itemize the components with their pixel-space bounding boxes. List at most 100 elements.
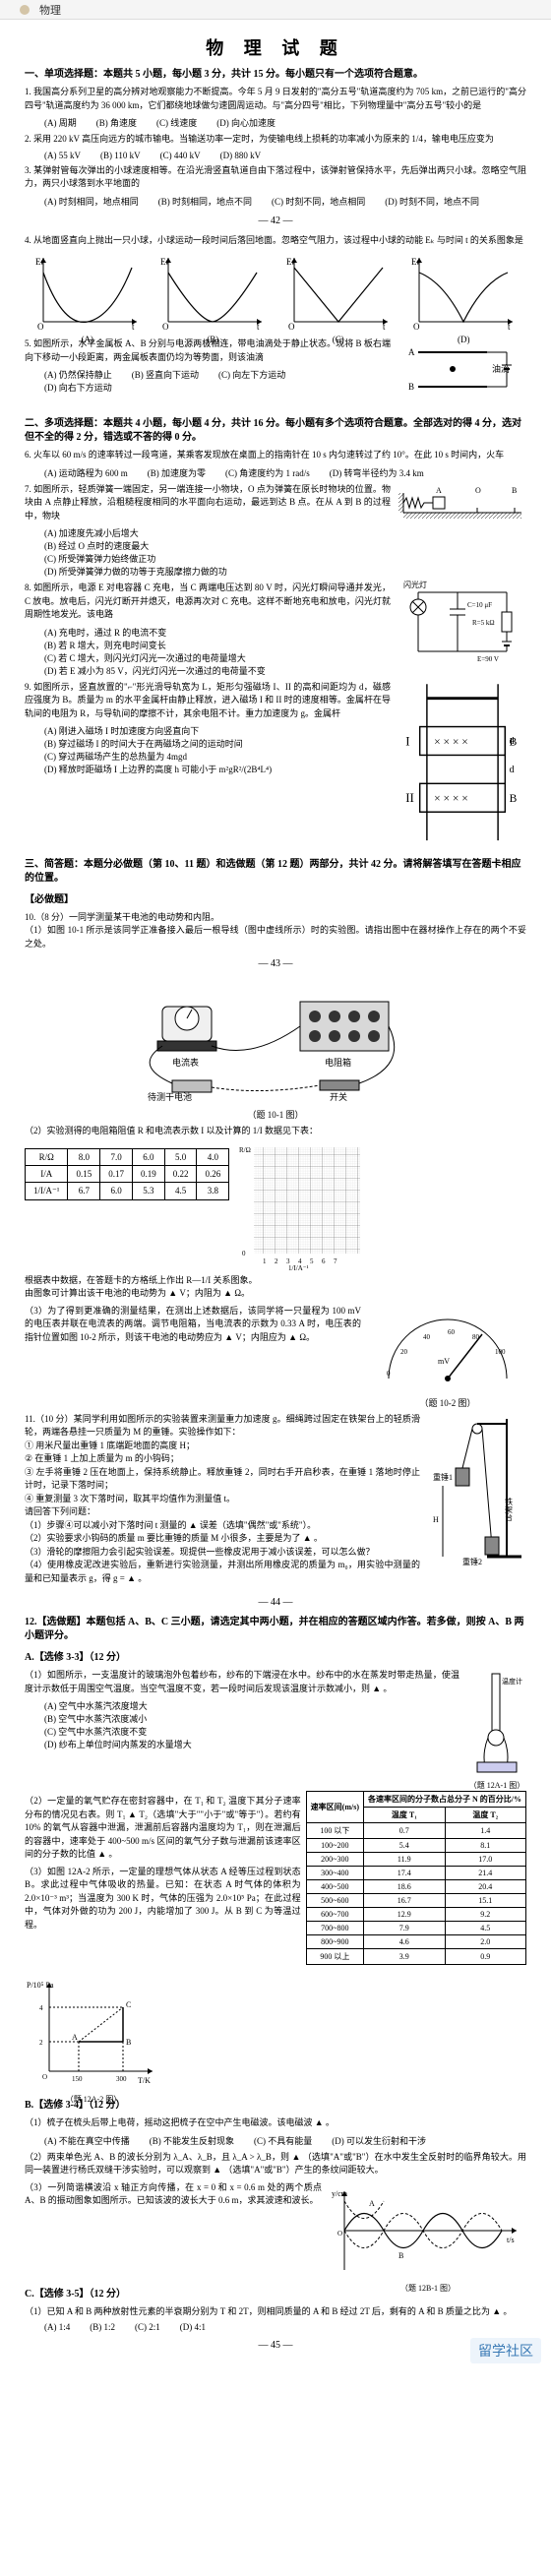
q4-graph-c: EₖtO (C) — [284, 253, 393, 332]
svg-text:100: 100 — [495, 1348, 506, 1356]
svg-text:I: I — [405, 733, 409, 748]
svg-text:R/Ω: R/Ω — [239, 1146, 251, 1154]
q10-meter-fig: 020406080100 mV （题 10-2 图） — [369, 1305, 526, 1409]
q5-opt-d: (D) 向右下方运动 — [44, 381, 112, 394]
q7-opt-b: (B) 经过 O 点时的速度最大 — [44, 539, 526, 552]
svg-text:300: 300 — [116, 2075, 127, 2083]
q12b-p2: （2）两束单色光 A、B 的波长分别为 λ_A、λ_B，且 λ_A > λ_B，… — [25, 2151, 526, 2177]
q4-graphs: EₖtO (A) EₖtO (B) EₖtO (C) EₖtO (D) — [25, 253, 526, 332]
svg-text:0: 0 — [242, 1250, 246, 1257]
q4-graph-a: EₖtO (A) — [33, 253, 142, 332]
q10-grid-paper: 0 1234567 1/I/A⁻¹ R/Ω — [239, 1142, 367, 1270]
q12a-speed-table: 速率区间(m/s)各速率区间的分子数占总分子 N 的百分比/% 温度 T₁温度 … — [306, 1791, 526, 1965]
q1-opt-c: (C) 线速度 — [156, 116, 197, 129]
svg-text:y/cm: y/cm — [332, 2189, 348, 2198]
q12b-header: B.【选修 3-4】（12 分） — [25, 2099, 526, 2113]
q10-figure: 电流表 电阻箱 待测干电池 开关 （题 10-1 图） — [25, 977, 526, 1121]
q10-part2b: 根据表中数据，在答题卡的方格纸上作出 R—1/I 关系图象。 由图象可计算出该干… — [25, 1274, 526, 1301]
svg-text:Eₖ: Eₖ — [35, 257, 44, 267]
q12a-opt-b: (B) 空气中水蒸汽浓度减小 — [44, 1712, 526, 1725]
q5-figure: A B 油滴 — [398, 337, 526, 409]
q7-opt-a: (A) 加速度先减小后增大 — [44, 526, 526, 539]
svg-text:T/K: T/K — [138, 2076, 151, 2085]
watermark: 留学社区 — [470, 2338, 541, 2363]
header-dot — [20, 5, 30, 15]
q3-opt-a: (A) 时刻相同，地点相同 — [44, 195, 139, 208]
svg-text:A: A — [436, 486, 442, 495]
svg-text:重锤1: 重锤1 — [433, 1472, 453, 1482]
svg-text:O: O — [413, 322, 420, 332]
q12c-options: (A) 1:4 (B) 1:2 (C) 2:1 (D) 4:1 — [44, 2322, 526, 2332]
svg-text:O: O — [37, 322, 44, 332]
q4-graph-d: EₖtO (D) — [409, 253, 518, 332]
svg-text:O: O — [42, 2073, 47, 2081]
svg-text:II: II — [405, 790, 414, 805]
header-subject: 物理 — [39, 2, 61, 18]
svg-text:电阻箱: 电阻箱 — [325, 1057, 351, 1068]
section2-header: 二、多项选择题：本题共 4 小题，每小题 4 分，共计 16 分。每小题有多个选… — [25, 417, 526, 445]
page-num-45: — 45 — — [25, 2340, 526, 2351]
q4-label-c: (C) — [284, 335, 393, 344]
q12c-opt-a: (A) 1:4 — [44, 2322, 70, 2332]
q12a-opt-d: (D) 纱布上单位时间内蒸发的水量增大 — [44, 1738, 526, 1750]
q12-header: 12.【选做题】本题包括 A、B、C 三小题，请选定其中两小题，并在相应的答题区… — [25, 1616, 526, 1643]
q12a-header: A.【选修 3-3】（12 分） — [25, 1651, 526, 1665]
section3-header: 三、简答题：本题分必做题（第 10、11 题）和选做题（第 12 题）两部分，共… — [25, 858, 526, 886]
svg-text:C: C — [126, 2000, 131, 2009]
svg-text:B: B — [510, 793, 518, 805]
svg-text:R=5 kΩ: R=5 kΩ — [472, 619, 495, 627]
q4-label-d: (D) — [409, 335, 518, 344]
svg-text:d: d — [510, 735, 515, 746]
svg-text:1: 1 — [263, 1257, 267, 1265]
q6-opt-c: (C) 角速度约为 1 rad/s — [225, 466, 310, 479]
q10-data-table: R/Ω8.07.06.05.04.0 I/A0.150.170.190.220.… — [25, 1148, 229, 1200]
q4-label-a: (A) — [33, 335, 142, 344]
svg-text:E=90 V: E=90 V — [477, 655, 499, 663]
svg-text:Eₖ: Eₖ — [286, 257, 295, 267]
q2-opt-b: (B) 110 kV — [100, 151, 141, 160]
q3-text: 3. 某弹射管每次弹出的小球速度相等。在沿光滑竖直轨道自由下落过程中，该弹射管保… — [25, 164, 526, 191]
q5-options: (A) 仍然保持静止 (B) 竖直向下运动 (C) 向左下方运动 (D) 向右下… — [44, 368, 391, 394]
svg-text:铁架台: 铁架台 — [505, 1497, 514, 1522]
svg-text:B: B — [398, 2251, 403, 2260]
section1-header: 一、单项选择题：本题共 5 小题，每小题 3 分，共计 15 分。每小题只有一个… — [25, 68, 526, 82]
svg-text:P/10⁵ Pa: P/10⁵ Pa — [27, 1981, 54, 1990]
q6-opt-d: (D) 转弯半径约为 3.4 km — [330, 466, 424, 479]
q2-opt-c: (C) 440 kV — [160, 151, 201, 160]
svg-text:20: 20 — [400, 1348, 408, 1356]
q1-options: (A) 周期 (B) 角速度 (C) 线速度 (D) 向心加速度 — [44, 116, 526, 129]
svg-text:d: d — [510, 764, 515, 774]
svg-text:B: B — [408, 382, 414, 392]
svg-text:1/I/A⁻¹: 1/I/A⁻¹ — [288, 1264, 309, 1270]
svg-text:温度计: 温度计 — [502, 1677, 522, 1686]
q12b-opt-c: (C) 不具有能量 — [254, 2134, 312, 2147]
svg-text:t: t — [383, 322, 386, 332]
svg-text:× × × ×: × × × × — [434, 793, 468, 805]
q10-fig-caption: （题 10-1 图） — [25, 1108, 526, 1121]
q12b-options: (A) 不能在真空中传播 (B) 不能发生反射现象 (C) 不具有能量 (D) … — [44, 2134, 526, 2147]
q12b-opt-a: (A) 不能在真空中传播 — [44, 2134, 130, 2147]
svg-text:80: 80 — [472, 1333, 480, 1341]
q12a-p1: （1）如图所示，一支温度计的玻璃泡外包着纱布，纱布的下端浸在水中。纱布中的水在蒸… — [25, 1669, 526, 1695]
svg-text:O: O — [475, 486, 481, 495]
q12b-opt-b: (B) 不能发生反射现象 — [150, 2134, 234, 2147]
q6-text: 6. 火车以 60 m/s 的速率转过一段弯道，某乘客发现放在桌面上的指南针在 … — [25, 449, 526, 462]
svg-text:4: 4 — [39, 2004, 43, 2012]
svg-text:60: 60 — [448, 1328, 456, 1336]
q12c-opt-d: (D) 4:1 — [180, 2322, 206, 2332]
svg-text:6: 6 — [322, 1257, 326, 1265]
svg-text:t: t — [257, 322, 260, 332]
q5-opt-a: (A) 仍然保持静止 — [44, 368, 112, 381]
q3-opt-c: (C) 时刻不同，地点相同 — [272, 195, 365, 208]
q12a-fig1: 温度计 （题 12A-1 图） — [467, 1669, 526, 1791]
svg-text:A: A — [408, 347, 415, 357]
q3-opt-b: (B) 时刻相同，地点不同 — [158, 195, 252, 208]
svg-text:O: O — [337, 2230, 342, 2238]
svg-text:2: 2 — [39, 2039, 43, 2047]
q1-opt-d: (D) 向心加速度 — [216, 116, 276, 129]
q10-text: 10.（8 分）一同学测量某干电池的电动势和内阻。 （1）如图 10-1 所示是… — [25, 911, 526, 951]
svg-text:5: 5 — [310, 1257, 314, 1265]
svg-text:电流表: 电流表 — [172, 1057, 199, 1068]
q1-opt-b: (B) 角速度 — [96, 116, 137, 129]
q10-fig2-caption: （题 10-2 图） — [369, 1396, 526, 1409]
